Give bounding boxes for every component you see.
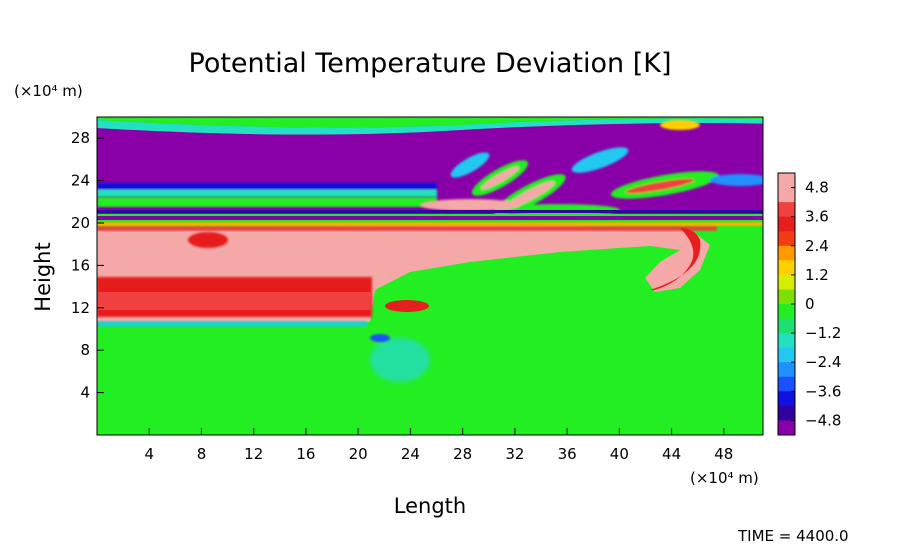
colorbar-tick-label: 0	[805, 295, 815, 313]
time-annotation: TIME = 4400.0	[737, 527, 849, 544]
x-tick-label: 16	[296, 445, 315, 463]
x-unit-label: (×10⁴ m)	[690, 469, 759, 487]
colorbar	[778, 173, 795, 436]
heatmap-field	[97, 117, 763, 435]
x-tick-label: 4	[144, 445, 154, 463]
colorbar-tick-label: −2.4	[805, 353, 841, 371]
y-tick-label: 20	[71, 214, 90, 232]
y-tick-label: 24	[71, 172, 90, 190]
colorbar-segment	[778, 260, 795, 276]
colorbar-tick-label: −4.8	[805, 411, 841, 429]
colorbar-segment	[778, 231, 795, 247]
x-tick-label: 44	[662, 445, 681, 463]
y-tick-label: 28	[71, 129, 90, 147]
y-tick-label: 12	[71, 299, 90, 317]
y-axis-label: Height	[31, 242, 55, 311]
x-tick-label: 32	[505, 445, 524, 463]
x-tick-label: 48	[714, 445, 733, 463]
x-tick-label: 20	[349, 445, 368, 463]
x-tick-label: 8	[197, 445, 207, 463]
colorbar-segment	[778, 187, 795, 203]
colorbar-segment	[778, 391, 795, 407]
colorbar-segment	[778, 405, 795, 421]
x-tick-label: 24	[401, 445, 420, 463]
colorbar-segment	[778, 289, 795, 305]
x-axis-label: Length	[394, 494, 466, 518]
colorbar-segment	[778, 202, 795, 218]
x-axis-ticks: 4 8 12 16 20 24 28 32 36 40 44 48	[144, 428, 733, 463]
colorbar-segment	[778, 318, 795, 334]
y-tick-label: 8	[80, 341, 90, 359]
colorbar-tick-label: 3.6	[805, 208, 829, 226]
x-tick-label: 12	[244, 445, 263, 463]
x-tick-label: 36	[558, 445, 577, 463]
colorbar-segment	[778, 420, 795, 436]
y-tick-label: 4	[80, 384, 90, 402]
colorbar-tick-label: −3.6	[805, 382, 841, 400]
y-tick-label: 16	[71, 256, 90, 274]
colorbar-tick-label: 4.8	[805, 179, 829, 197]
colorbar-segment	[778, 347, 795, 363]
colorbar-tick-label: 1.2	[805, 266, 829, 284]
colorbar-segment	[778, 333, 795, 349]
colorbar-segment	[778, 173, 795, 189]
colorbar-segment	[778, 216, 795, 232]
y-axis-ticks: 4 8 12 16 20 24 28	[71, 129, 104, 402]
colorbar-tick-label: 2.4	[805, 237, 829, 255]
chart-title: Potential Temperature Deviation [K]	[189, 48, 672, 79]
colorbar-tick-label: −1.2	[805, 324, 841, 342]
colorbar-segment	[778, 362, 795, 378]
x-tick-label: 28	[453, 445, 472, 463]
x-tick-label: 40	[610, 445, 629, 463]
colorbar-segment	[778, 245, 795, 261]
colorbar-segment	[778, 274, 795, 290]
plot-frame	[96, 116, 764, 436]
colorbar-ticks: 4.8 3.6 2.4 1.2 0 −1.2 −2.4 −3.6 −4.8	[791, 179, 841, 429]
y-unit-label: (×10⁴ m)	[14, 82, 83, 100]
colorbar-segment	[778, 304, 795, 320]
colorbar-segment	[778, 376, 795, 392]
